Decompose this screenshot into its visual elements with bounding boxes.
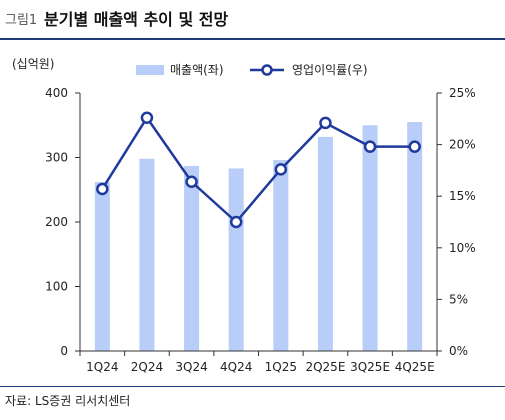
plot-area: 0 100 200 300 400 0% 5% 10% 15% 20% 25% 1Q24 2Q24 3Q2… <box>45 86 476 374</box>
margin-point-2Q25E <box>320 118 330 128</box>
margin-point-4Q25E <box>410 142 420 152</box>
margin-point-4Q24 <box>231 217 241 227</box>
x-tick-label: 3Q25E <box>350 360 390 374</box>
left-tick-label: 300 <box>45 151 68 165</box>
combo-chart: (십억원) 매출액(좌) 영업이익률(우) 0 100 200 300 400 0% 5% 1… <box>0 40 505 385</box>
bar-3Q24 <box>184 166 199 351</box>
left-axis-unit-label: (십억원) <box>12 57 54 71</box>
margin-point-1Q25 <box>276 164 286 174</box>
bar-4Q25E <box>407 122 422 351</box>
margin-point-3Q24 <box>187 177 197 187</box>
source-note: 자료: LS증권 리서치센터 <box>5 392 130 409</box>
x-tick-label: 2Q25E <box>305 360 345 374</box>
legend: 매출액(좌) 영업이익률(우) <box>136 63 368 77</box>
figure-number: 그림1 <box>5 9 37 28</box>
margin-point-3Q25E <box>365 142 375 152</box>
right-tick-label: 15% <box>449 189 476 203</box>
x-tick-label: 4Q24 <box>220 360 252 374</box>
right-tick-label: 0% <box>449 344 468 358</box>
right-tick-label: 25% <box>449 86 476 100</box>
x-tick-label: 4Q25E <box>395 360 435 374</box>
bar-1Q25 <box>273 160 288 351</box>
bar-4Q24 <box>229 168 244 351</box>
left-tick-label: 0 <box>60 344 68 358</box>
x-tick-label: 2Q24 <box>131 360 163 374</box>
right-tick-label: 10% <box>449 241 476 255</box>
bottom-rule <box>0 386 505 387</box>
chart-title: 분기별 매출액 추이 및 전망 <box>44 6 228 30</box>
right-tick-label: 5% <box>449 292 468 306</box>
bar-3Q25E <box>363 125 378 351</box>
left-tick-label: 100 <box>45 280 68 294</box>
figure-header: 그림1 분기별 매출액 추이 및 전망 <box>0 0 505 40</box>
legend-line-label: 영업이익률(우) <box>292 63 368 77</box>
x-tick-label: 1Q25 <box>265 360 297 374</box>
margin-point-1Q24 <box>97 184 107 194</box>
x-tick-label: 1Q24 <box>86 360 118 374</box>
legend-bar-label: 매출액(좌) <box>170 63 224 77</box>
bar-2Q25E <box>318 137 333 351</box>
x-tick-label: 3Q24 <box>175 360 207 374</box>
margin-point-2Q24 <box>142 113 152 123</box>
bar-1Q24 <box>95 182 110 351</box>
legend-bar-swatch <box>136 65 164 75</box>
left-tick-label: 200 <box>45 215 68 229</box>
left-tick-label: 400 <box>45 86 68 100</box>
bar-2Q24 <box>139 159 154 351</box>
legend-line-marker <box>263 66 272 75</box>
right-tick-label: 20% <box>449 138 476 152</box>
